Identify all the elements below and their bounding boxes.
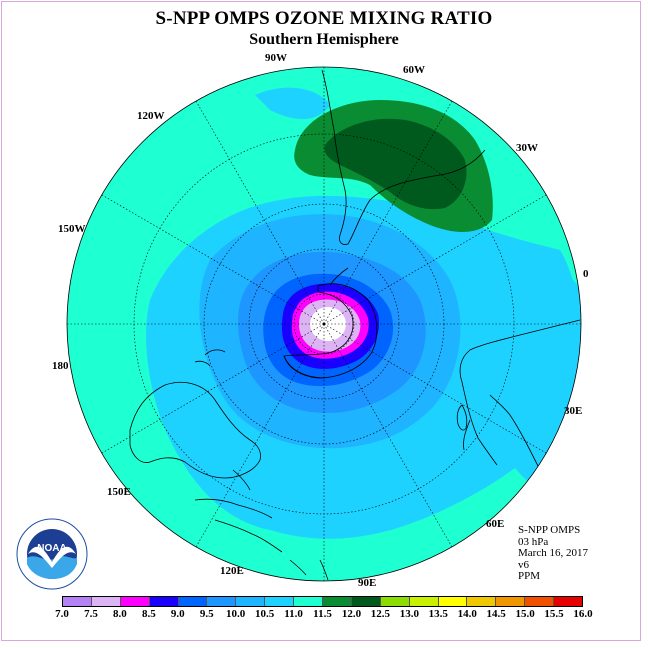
info-version: v6 [518,558,529,571]
color-bar-tick-label: 9.0 [170,608,185,620]
color-bar-swatch [91,597,121,606]
color-bar-tick-label: 7.0 [55,608,69,620]
lon-label-30e: 30E [564,405,583,417]
color-bar-tick-label: 16.0 [573,608,593,620]
color-bar-tick-label: 8.0 [113,608,127,620]
color-bar-tick-label: 15.0 [515,608,535,620]
map-boundary [66,66,582,582]
color-bar-swatch [120,597,150,606]
color-bar-swatch [178,597,208,606]
color-bar-swatch [236,597,266,606]
color-bar-tick-label: 15.5 [544,608,564,620]
noaa-logo-text: NOAA [37,543,66,554]
contour-10-5-north [255,87,330,120]
lon-label-120w: 120W [137,110,165,122]
color-bar-swatch [496,597,526,606]
lon-label-60e: 60E [486,518,505,530]
contour-10-5-east [470,247,581,490]
figure-frame [1,1,641,641]
coastlines [129,69,581,581]
lon-label-30w: 30W [516,142,538,154]
lon-label-90w: 90W [265,52,287,64]
lon-label-180: 180 [52,360,69,372]
color-bar-tick-label: 14.0 [457,608,477,620]
color-bar-tick-label: 7.5 [84,608,98,620]
lon-label-150e: 150E [107,486,131,498]
graticule [67,67,581,581]
info-block: S-NPP OMPS 03 hPa March 16, 2017 v6 PPM [518,524,588,583]
color-bar-tick-label: 8.5 [141,608,156,620]
color-bar [62,596,583,607]
color-bar-swatch [149,597,179,606]
color-bar-tick-label: 12.5 [370,608,390,620]
color-bar-tick-label: 12.0 [341,608,362,620]
color-bar-swatch [351,597,381,606]
color-bar-ticks: 7.0 7.5 8.0 8.5 9.0 9.5 10.0 10.5 11.0 11.5 12.0 12… [0,608,648,624]
color-bar-swatch [265,597,295,606]
color-bar-tick-label: 14.5 [486,608,506,620]
color-bar-swatch [438,597,468,606]
color-bar-tick-label: 10.0 [226,608,246,620]
color-bar-swatch [467,597,497,606]
color-bar-swatch [294,597,324,606]
color-bar-tick-label: 13.0 [399,608,419,620]
antarctica-coast [283,283,378,379]
lon-label-60w: 60W [403,64,425,76]
noaa-logo: NOAA [16,518,88,590]
info-instrument: S-NPP OMPS [518,524,581,536]
lon-label-150w: 150W [58,223,86,235]
africa-coast [459,319,581,466]
contour-12-0 [324,118,467,210]
color-bar-swatch [525,597,555,606]
australia-coast [129,381,261,479]
map-title: S-NPP OMPS OZONE MIXING RATIO [155,8,493,29]
color-bar-swatch [63,597,92,606]
lon-label-90e: 90E [358,577,377,589]
color-bar-swatch [380,597,410,606]
color-bar-tick-label: 11.0 [284,608,303,620]
color-bar-tick-label: 13.5 [428,608,448,620]
info-level: 03 hPa [518,535,549,548]
lon-label-120e: 120E [220,565,244,577]
color-bar-swatch [554,597,583,606]
color-bar-tick-label: 9.5 [199,608,214,620]
map-subtitle: Southern Hemisphere [249,31,399,48]
color-bar-swatch [323,597,352,606]
color-bar-tick-label: 10.5 [254,608,275,620]
info-date: March 16, 2017 [518,547,588,560]
lon-label-0: 0 [583,268,589,280]
color-bar-swatch [207,597,237,606]
south-america-coast [321,69,486,245]
info-units: PPM [518,570,541,583]
color-bar-tick-label: 11.5 [313,608,332,620]
south-pole-marker [322,322,326,326]
color-bar-swatch [409,597,439,606]
